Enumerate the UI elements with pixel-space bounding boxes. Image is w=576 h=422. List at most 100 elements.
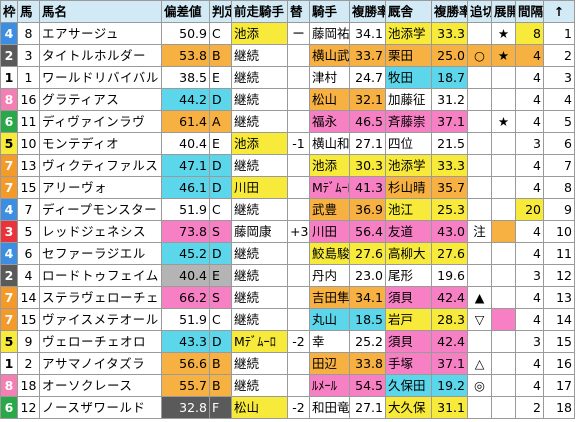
tenkai-mark: ★ bbox=[491, 22, 516, 45]
kae-value bbox=[287, 264, 310, 287]
header-kyusha-fukushoritsu: 複勝率 bbox=[431, 0, 468, 23]
table-row: 8 18 オーソクレース 55.7 B 継続 ﾙﾒｰﾙ 54.5 久保田 19.2 ◎ 4 17 bbox=[0, 374, 575, 397]
stable-name: 池添学 bbox=[385, 154, 432, 177]
horse-number: 15 bbox=[17, 308, 40, 331]
hensachi-value: 47.1 bbox=[161, 154, 210, 177]
kae-value bbox=[287, 88, 310, 111]
hensachi-value: 66.2 bbox=[161, 286, 210, 309]
stable-rate: 42.4 bbox=[431, 286, 468, 309]
rank-number: 3 bbox=[543, 66, 575, 89]
interval-value: 4 bbox=[515, 308, 544, 331]
oikiri-mark bbox=[467, 22, 492, 45]
rank-number: 15 bbox=[543, 330, 575, 353]
prev-jockey: 継続 bbox=[231, 66, 288, 89]
horse-number: 3 bbox=[17, 44, 40, 67]
horse-number: 12 bbox=[17, 396, 40, 419]
frame-cell: 6 bbox=[0, 110, 18, 133]
oikiri-mark bbox=[467, 176, 492, 199]
jockey-name: 川田 bbox=[309, 220, 350, 243]
kae-value: -2 bbox=[287, 330, 310, 353]
stable-rate: 35.7 bbox=[431, 176, 468, 199]
stable-name: 池添学 bbox=[385, 22, 432, 45]
hensachi-value: 38.5 bbox=[161, 66, 210, 89]
oikiri-mark: ○ bbox=[467, 44, 492, 67]
frame-cell: 2 bbox=[0, 44, 18, 67]
stable-rate: 27.6 bbox=[431, 242, 468, 265]
prev-jockey: 池添 bbox=[231, 22, 288, 45]
header-kyusha: 厩舎 bbox=[385, 0, 432, 23]
kae-value bbox=[287, 154, 310, 177]
horse-number: 1 bbox=[17, 66, 40, 89]
hantei-grade: B bbox=[209, 352, 232, 375]
tenkai-mark bbox=[491, 330, 516, 353]
header-kae: 替 bbox=[287, 0, 310, 23]
stable-name: 杉山晴 bbox=[385, 176, 432, 199]
hantei-grade: S bbox=[209, 220, 232, 243]
prev-jockey: Mﾃﾞﾑｰﾛ bbox=[231, 330, 288, 353]
oikiri-mark bbox=[467, 66, 492, 89]
oikiri-mark: ◎ bbox=[467, 374, 492, 397]
stable-rate: 25.0 bbox=[431, 44, 468, 67]
kae-value bbox=[287, 44, 310, 67]
horse-number: 6 bbox=[17, 242, 40, 265]
hantei-grade: E bbox=[209, 66, 232, 89]
prev-jockey: 継続 bbox=[231, 308, 288, 331]
jockey-rate: 18.5 bbox=[349, 308, 386, 331]
rank-number: 16 bbox=[543, 352, 575, 375]
header-arrow: ↑ bbox=[543, 0, 575, 23]
stable-rate: 33.3 bbox=[431, 22, 468, 45]
kae-value bbox=[287, 198, 310, 221]
jockey-rate: 54.5 bbox=[349, 374, 386, 397]
hantei-grade: D bbox=[209, 330, 232, 353]
tenkai-mark bbox=[491, 198, 516, 221]
jockey-name: 藤岡祐 bbox=[309, 22, 350, 45]
stable-name: 栗田 bbox=[385, 44, 432, 67]
jockey-name: 横山和 bbox=[309, 132, 350, 155]
frame-cell: 5 bbox=[0, 132, 18, 155]
stable-name: 須貝 bbox=[385, 330, 432, 353]
table-row: 2 4 ロードトゥフェイム 40.4 E 継続 丹内 23.0 尾形 19.6 3 12 bbox=[0, 264, 575, 287]
stable-name: 加藤征 bbox=[385, 88, 432, 111]
prev-jockey: 池添 bbox=[231, 132, 288, 155]
hantei-grade: C bbox=[209, 22, 232, 45]
rank-number: 13 bbox=[543, 286, 575, 309]
horse-number: 2 bbox=[17, 352, 40, 375]
hantei-grade: D bbox=[209, 176, 232, 199]
hantei-grade: B bbox=[209, 44, 232, 67]
rank-number: 18 bbox=[543, 396, 575, 419]
tenkai-mark bbox=[491, 396, 516, 419]
hantei-grade: F bbox=[209, 396, 232, 419]
horse-name: アリーヴォ bbox=[39, 176, 162, 199]
horse-name: ヴェローチェオロ bbox=[39, 330, 162, 353]
stable-name: 斉藤崇 bbox=[385, 110, 432, 133]
table-row: 1 2 アサマノイタズラ 56.6 B 継続 田辺 33.8 手塚 37.1 △ 4 16 bbox=[0, 352, 575, 375]
horse-number: 7 bbox=[17, 198, 40, 221]
jockey-name: 津村 bbox=[309, 66, 350, 89]
kae-value bbox=[287, 110, 310, 133]
hensachi-value: 61.4 bbox=[161, 110, 210, 133]
interval-value: 4 bbox=[515, 352, 544, 375]
oikiri-mark bbox=[467, 264, 492, 287]
kae-value bbox=[287, 176, 310, 199]
header-row: 枠 馬 馬名 偏差値 判定 前走騎手 替 騎手 複勝率 厩舎 複勝率 追切 展開… bbox=[0, 0, 575, 23]
tenkai-mark bbox=[491, 286, 516, 309]
prev-jockey: 継続 bbox=[231, 88, 288, 111]
jockey-rate: 34.1 bbox=[349, 22, 386, 45]
table-row: 6 12 ノースザワールド 32.8 F 松山 -2 和田竜 27.1 大久保 31.1 2 18 bbox=[0, 396, 575, 419]
jockey-rate: 41.3 bbox=[349, 176, 386, 199]
hensachi-value: 46.1 bbox=[161, 176, 210, 199]
stable-name: 岩戸 bbox=[385, 308, 432, 331]
rank-number: 12 bbox=[543, 264, 575, 287]
hantei-grade: D bbox=[209, 242, 232, 265]
horse-name: ヴァイスメテオール bbox=[39, 308, 162, 331]
jockey-rate: 27.1 bbox=[349, 132, 386, 155]
header-kishu: 騎手 bbox=[309, 0, 350, 23]
interval-value: 4 bbox=[515, 154, 544, 177]
interval-value: 4 bbox=[515, 374, 544, 397]
oikiri-mark: △ bbox=[467, 352, 492, 375]
stable-name: 高柳大 bbox=[385, 242, 432, 265]
kae-value bbox=[287, 308, 310, 331]
interval-value: 8 bbox=[515, 22, 544, 45]
jockey-name: 横山武 bbox=[309, 44, 350, 67]
